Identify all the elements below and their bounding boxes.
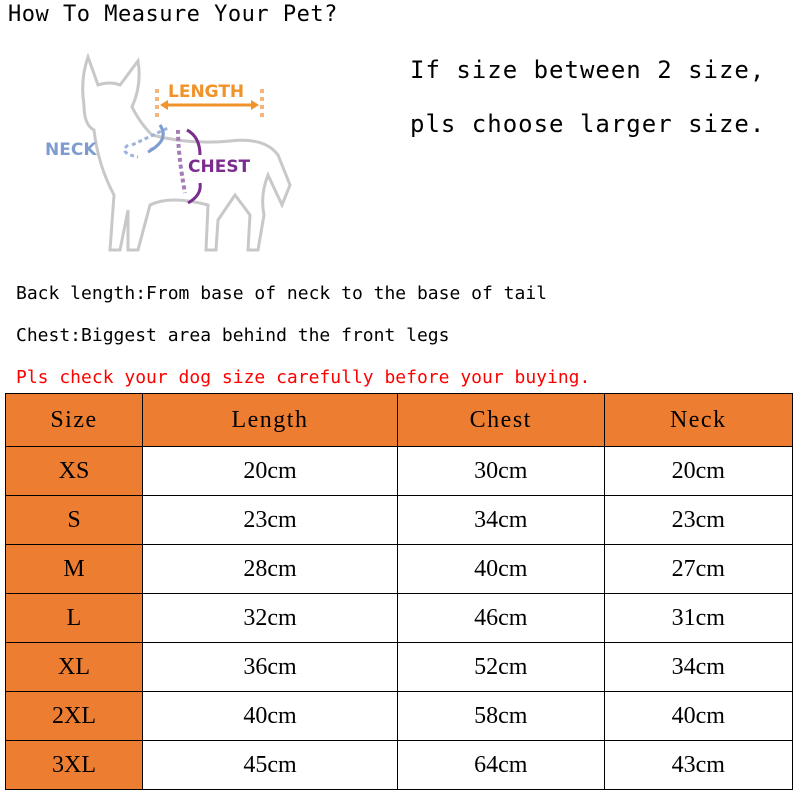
warning-text: Pls check your dog size carefully before… [16,367,591,388]
cell-neck: 31cm [603,593,794,643]
page-title: How To Measure Your Pet? [8,2,338,27]
header-chest: Chest [396,393,605,447]
cell-neck: 34cm [603,642,794,692]
back-length-instruction: Back length:From base of neck to the bas… [16,283,548,304]
cell-chest: 34cm [396,495,605,545]
table-row: S 23cm 34cm 23cm [5,495,794,545]
cell-size: M [5,544,143,594]
cell-length: 20cm [142,446,398,496]
chest-label: CHEST [188,157,251,177]
chest-arrow-icon [176,129,187,194]
size-note-line-1: If size between 2 size, [410,56,766,84]
cell-size: XL [5,642,143,692]
cell-neck: 23cm [603,495,794,545]
cell-length: 32cm [142,593,398,643]
cell-chest: 40cm [396,544,605,594]
cell-size: S [5,495,143,545]
cell-size: 2XL [5,691,143,741]
table-row: L 32cm 46cm 31cm [5,593,794,643]
dog-measurement-diagram: LENGTH NECK CHEST [45,52,292,252]
table-row: XS 20cm 30cm 20cm [5,446,794,496]
cell-chest: 30cm [396,446,605,496]
header-neck: Neck [603,393,794,447]
cell-size: XS [5,446,143,496]
cell-chest: 46cm [396,593,605,643]
cell-length: 45cm [142,740,398,790]
size-table: Size Length Chest Neck XS 20cm 30cm 20cm S 23… [5,393,794,790]
neck-label: NECK [45,140,97,160]
cell-neck: 43cm [603,740,794,790]
cell-chest: 64cm [396,740,605,790]
cell-size: L [5,593,143,643]
cell-chest: 58cm [396,691,605,741]
table-row: 3XL 45cm 64cm 43cm [5,740,794,790]
table-header-row: Size Length Chest Neck [5,393,794,447]
length-arrow-icon [155,89,264,120]
table-row: 2XL 40cm 58cm 40cm [5,691,794,741]
table-row: XL 36cm 52cm 34cm [5,642,794,692]
cell-length: 23cm [142,495,398,545]
chest-instruction: Chest:Biggest area behind the front legs [16,325,450,346]
cell-chest: 52cm [396,642,605,692]
cell-length: 36cm [142,642,398,692]
header-length: Length [142,393,398,447]
cell-neck: 27cm [603,544,794,594]
cell-length: 40cm [142,691,398,741]
cell-neck: 40cm [603,691,794,741]
length-label: LENGTH [168,82,244,102]
dog-outline-icon [81,52,292,252]
cell-length: 28cm [142,544,398,594]
size-note-line-2: pls choose larger size. [410,110,766,138]
cell-neck: 20cm [603,446,794,496]
table-row: M 28cm 40cm 27cm [5,544,794,594]
cell-size: 3XL [5,740,143,790]
header-size: Size [5,393,143,447]
